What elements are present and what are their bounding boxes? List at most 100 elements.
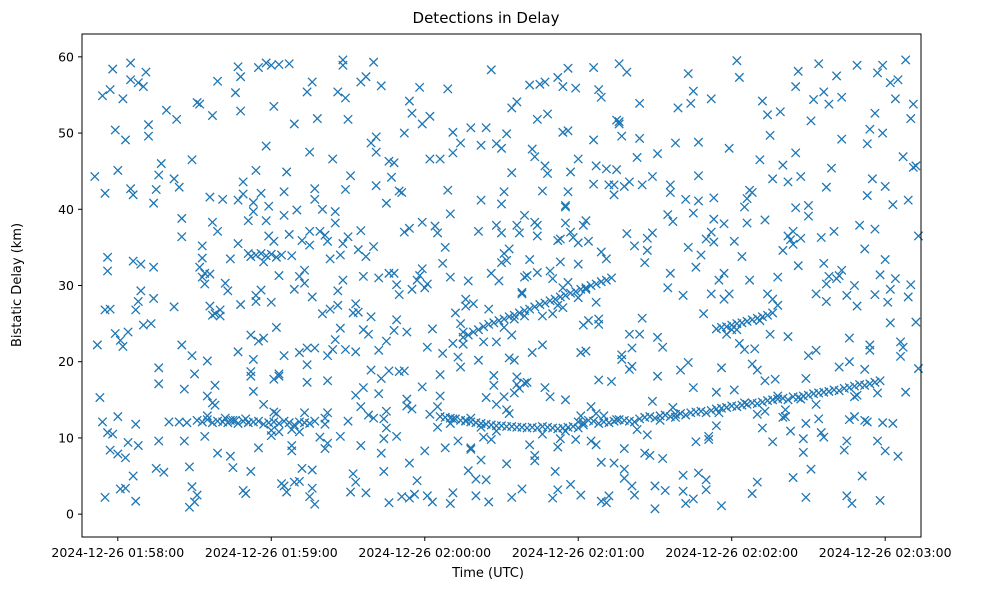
track-point — [494, 315, 504, 326]
data-point — [563, 126, 573, 136]
data-point — [880, 181, 890, 192]
data-point — [609, 458, 619, 468]
data-point — [174, 182, 184, 192]
track-point — [202, 414, 212, 425]
track-point — [844, 382, 855, 393]
data-point — [734, 338, 745, 349]
data-point — [865, 124, 875, 134]
data-point — [223, 286, 233, 296]
data-point — [266, 60, 276, 70]
data-point — [397, 187, 407, 198]
track-point — [251, 250, 261, 260]
track-point — [803, 390, 814, 400]
data-point — [281, 487, 292, 497]
data-point — [148, 198, 159, 208]
track-point — [706, 405, 716, 416]
data-point — [118, 94, 128, 104]
data-point — [207, 217, 218, 227]
data-point — [555, 234, 565, 244]
data-point — [609, 190, 619, 200]
data-point — [189, 497, 200, 507]
data-point — [491, 337, 502, 347]
track-point — [762, 310, 773, 320]
data-point — [256, 285, 266, 295]
track-point — [279, 416, 289, 426]
data-markers — [90, 55, 924, 514]
track-point — [576, 284, 586, 294]
data-point — [374, 273, 384, 283]
track-point — [742, 316, 752, 326]
track-point — [849, 381, 860, 391]
track-point — [757, 312, 768, 322]
track-point — [555, 292, 565, 302]
data-point — [366, 138, 376, 148]
data-point — [573, 154, 583, 164]
data-point — [235, 299, 246, 310]
data-point — [683, 242, 693, 253]
data-point — [852, 301, 862, 311]
data-point — [547, 309, 558, 319]
data-point — [417, 119, 427, 129]
data-point — [159, 467, 169, 477]
data-point — [634, 98, 645, 109]
data-point — [294, 271, 305, 282]
track-point — [530, 302, 540, 312]
data-point — [540, 161, 550, 171]
data-point — [560, 395, 571, 405]
data-point — [560, 218, 571, 228]
track-point — [468, 327, 479, 337]
data-point — [527, 347, 537, 358]
data-point — [443, 84, 453, 94]
data-point — [706, 289, 716, 299]
data-point — [793, 261, 803, 271]
data-point — [407, 108, 417, 118]
data-point — [274, 369, 284, 379]
data-point — [473, 355, 484, 365]
data-point — [724, 289, 734, 299]
data-point — [688, 208, 699, 218]
data-point — [778, 412, 788, 423]
data-point — [767, 174, 778, 184]
data-point — [381, 336, 392, 346]
data-point — [762, 110, 773, 120]
data-point — [340, 344, 351, 355]
data-point — [455, 138, 466, 148]
data-point — [294, 427, 305, 437]
data-point — [169, 174, 179, 184]
track-point — [519, 305, 530, 316]
data-point — [384, 156, 394, 166]
data-point — [448, 488, 458, 498]
data-point — [573, 259, 583, 269]
data-point — [778, 160, 788, 170]
data-point — [435, 154, 445, 164]
data-point — [489, 370, 499, 381]
data-point — [138, 320, 149, 330]
data-point — [274, 270, 284, 281]
y-tick-label: 20 — [58, 354, 74, 369]
data-point — [453, 436, 463, 446]
data-point — [386, 172, 397, 182]
track-point — [596, 277, 606, 287]
data-point — [594, 375, 604, 385]
data-point — [471, 474, 481, 484]
data-point — [814, 59, 824, 69]
data-point — [591, 297, 601, 307]
data-point — [394, 186, 404, 196]
data-point — [169, 302, 179, 312]
data-point — [374, 389, 384, 399]
data-point — [801, 373, 811, 384]
track-point — [473, 325, 484, 335]
data-point — [796, 233, 806, 243]
data-point — [271, 322, 282, 333]
data-point — [629, 241, 640, 251]
data-point — [760, 376, 770, 386]
data-point — [831, 71, 842, 81]
data-point — [816, 427, 826, 438]
data-point — [432, 402, 443, 412]
data-point — [97, 417, 108, 427]
data-point — [248, 354, 259, 365]
data-point — [908, 162, 918, 173]
data-point — [420, 446, 430, 456]
data-point — [829, 226, 839, 237]
